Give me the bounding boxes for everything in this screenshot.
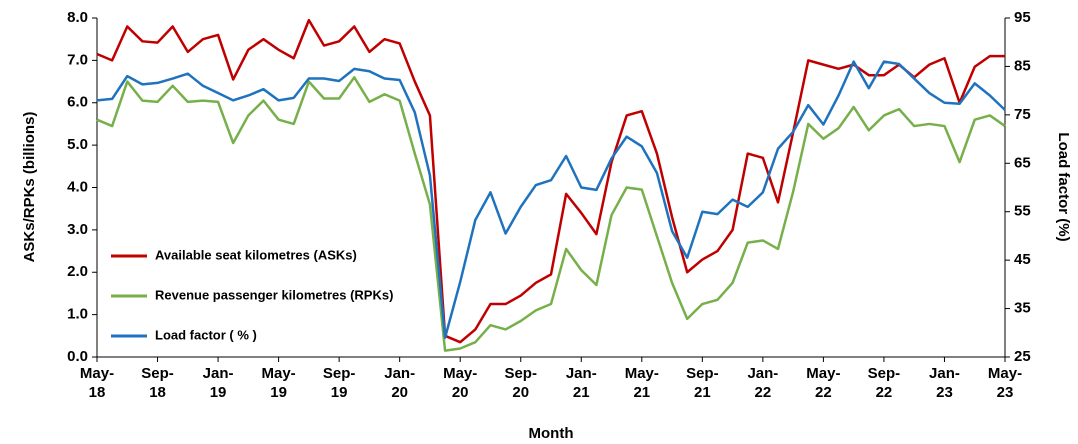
y2-tick-label: 25 (1014, 348, 1031, 365)
x-axis-title: Month (529, 425, 574, 442)
legend-label: Load factor ( % ) (155, 327, 257, 342)
y2-axis-title: Load factor (%) (1055, 132, 1072, 241)
legend-label: Available seat kilometres (ASKs) (155, 247, 357, 262)
y-tick-label: 4.0 (67, 178, 88, 195)
x-tick-label: May- 18 (79, 365, 115, 401)
y-tick-label: 3.0 (67, 221, 88, 238)
y2-tick-label: 45 (1014, 251, 1031, 268)
y-tick-label: 2.0 (67, 263, 88, 280)
x-tick-label: May- 20 (443, 365, 478, 401)
y2-tick-label: 85 (1014, 57, 1031, 74)
y2-tick-label: 35 (1014, 300, 1031, 317)
series-line (96, 60, 1006, 339)
y2-tick-label: 55 (1014, 203, 1031, 220)
x-tick-label: Sep- 19 (322, 365, 356, 401)
y-tick-label: 0.0 (67, 348, 88, 365)
x-tick-label: Jan- 20 (384, 365, 416, 401)
x-tick-label: Sep- 22 (867, 365, 901, 401)
x-tick-label: May- 21 (624, 365, 659, 401)
x-tick-label: Sep- 21 (686, 365, 719, 401)
series-line (96, 76, 1006, 352)
y-tick-label: 8.0 (67, 9, 88, 26)
y-tick-label: 6.0 (67, 94, 88, 111)
x-tick-label: Jan- 21 (565, 365, 597, 401)
y2-tick-label: 65 (1014, 154, 1031, 171)
y2-tick-label: 75 (1014, 106, 1031, 123)
y-tick-label: 5.0 (67, 136, 88, 153)
y-tick-label: 1.0 (67, 306, 88, 323)
x-tick-label: Sep- 20 (504, 365, 537, 401)
x-tick-label: Jan- 23 (929, 365, 960, 401)
y-tick-label: 7.0 (67, 51, 88, 68)
x-tick-label: May- 22 (806, 365, 841, 401)
x-tick-label: May- 23 (987, 365, 1023, 401)
y-axis-title: ASKs/RPKs (billions) (21, 112, 38, 263)
y2-tick-label: 95 (1014, 9, 1031, 26)
x-tick-label: May- 19 (261, 365, 296, 401)
x-tick-label: Jan- 22 (747, 365, 779, 401)
legend-label: Revenue passenger kilometres (RPKs) (155, 287, 393, 302)
x-tick-label: Sep- 18 (141, 365, 174, 401)
x-tick-label: Jan- 19 (202, 365, 234, 401)
